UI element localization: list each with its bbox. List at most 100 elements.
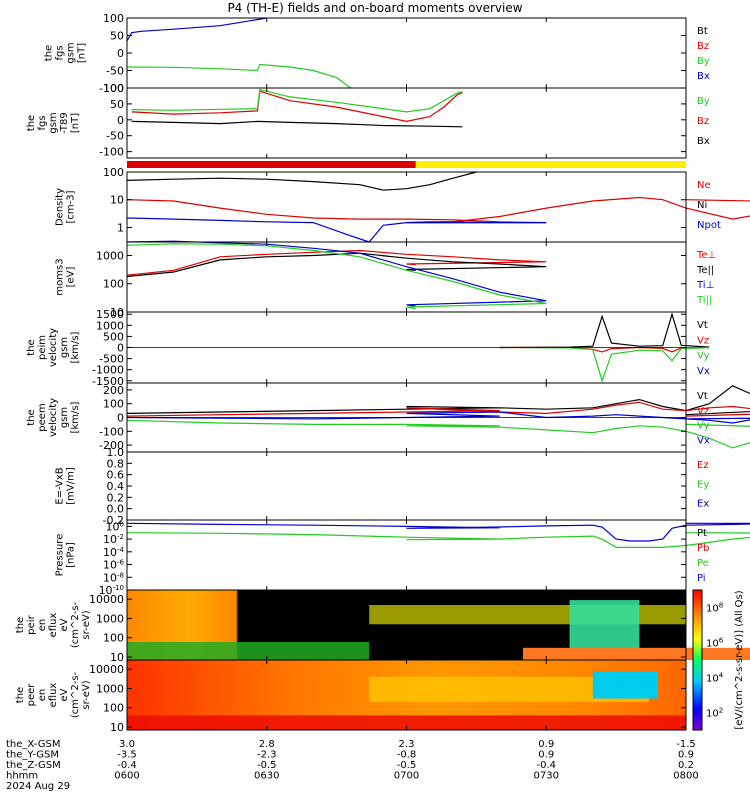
legend-entry: Bx	[697, 71, 710, 82]
y-tick-label: -200	[99, 439, 124, 452]
y-tick-label: 50	[110, 30, 124, 43]
y-axis-label: velocity	[48, 328, 59, 367]
y-tick-label: 0	[117, 47, 124, 60]
y-axis-label: [mV/m]	[66, 467, 77, 505]
footer-value: 0.2	[678, 760, 694, 771]
footer-value: -1.5	[676, 739, 696, 750]
y-tick-label: -0.2	[103, 514, 124, 527]
y-axis-label: velocity	[48, 398, 59, 437]
y-axis-label: Density	[55, 188, 66, 226]
peir-low-energy-band	[127, 642, 370, 660]
footer-row-label: the_Z-GSM	[6, 760, 61, 771]
y-axis-label: [nT]	[77, 43, 88, 63]
footer-row-label: the_X-GSM	[6, 739, 60, 750]
series-line	[126, 252, 547, 278]
y-axis-label: the	[44, 45, 55, 61]
y-axis-label: [km/s]	[70, 331, 81, 363]
legend-entry: Vt	[697, 391, 708, 402]
y-tick-label: 10-2	[103, 533, 124, 546]
series-line	[126, 171, 477, 191]
footer-row-label: the_Y-GSM	[6, 750, 59, 761]
y-axis-label: gsm	[59, 337, 70, 358]
y-tick-label: 0.8	[107, 457, 125, 470]
y-tick-label: -100	[99, 146, 124, 159]
series-line	[126, 17, 267, 42]
y-tick-label: 100	[103, 278, 124, 291]
y-axis-label: Pressure	[55, 534, 66, 577]
legend-entry: Vt	[697, 320, 708, 331]
y-tick-label: -100	[99, 425, 124, 438]
legend-entry: Npot	[697, 220, 721, 231]
legend-entry: Ne	[697, 180, 711, 191]
y-tick-label: 0.4	[107, 480, 125, 493]
legend-entry: Ti||	[696, 295, 712, 306]
y-axis-label: fgs	[37, 115, 48, 130]
colorbar-tick-label: 102	[706, 707, 723, 720]
series-line	[126, 385, 750, 416]
y-axis-label: gsm	[66, 42, 77, 63]
colorbar-tick-label: 104	[706, 672, 724, 685]
y-axis-label: the	[26, 409, 37, 425]
y-tick-label: -50	[106, 130, 124, 143]
legend-entry: Bx	[697, 136, 710, 147]
peer-cyan-burst	[592, 671, 659, 699]
y-tick-label: 10	[110, 721, 124, 734]
y-axis-label: the	[15, 687, 26, 703]
series-line	[126, 522, 750, 542]
y-tick-label: 200	[103, 384, 124, 397]
y-tick-label: -1500	[92, 375, 124, 388]
footer-date: 2024 Aug 29	[6, 781, 70, 792]
footer-value: -0.4	[117, 760, 137, 771]
y-tick-label: 0.6	[107, 469, 125, 482]
y-tick-label: 1000	[96, 682, 124, 695]
y-axis-label: eV	[59, 618, 70, 631]
series-line	[126, 249, 547, 276]
y-axis-label: the	[26, 115, 37, 131]
legend-entry: Te||	[696, 265, 714, 276]
y-tick-label: 100	[103, 82, 124, 95]
legend-entry: Ti⊥	[696, 280, 714, 291]
y-axis-label: peer	[26, 683, 37, 707]
panel-frame	[126, 241, 687, 313]
y-tick-label: 50	[110, 98, 124, 111]
y-axis-label: eflux	[48, 683, 59, 708]
footer-value: 0730	[534, 771, 559, 782]
plot-title: P4 (TH-E) fields and on-board moments ov…	[227, 1, 523, 15]
footer-value: -2.3	[257, 750, 277, 761]
panel-frame	[126, 17, 687, 89]
legend-entry: Vz	[697, 406, 709, 417]
series-line	[131, 90, 463, 123]
mode-bar-segment	[127, 161, 416, 168]
legend-entry: Vx	[697, 366, 710, 377]
y-tick-label: 1	[117, 221, 124, 234]
legend-entry: Te⊥	[696, 250, 716, 261]
y-tick-label: -1000	[92, 364, 124, 377]
y-tick-label: 1000	[96, 612, 124, 625]
y-axis-label: (cm^2-s-	[70, 601, 81, 648]
colorbar-tick-label: 108	[706, 602, 723, 615]
y-tick-label: 0.0	[107, 503, 125, 516]
y-tick-label: 1000	[96, 249, 124, 262]
y-axis-label: fgs	[55, 45, 66, 60]
footer-value: -0.5	[257, 760, 277, 771]
y-axis-label: sr-eV)	[81, 610, 92, 639]
y-tick-label: 100	[103, 166, 124, 179]
y-tick-label: 10	[110, 651, 124, 664]
footer-value: 0700	[394, 771, 419, 782]
footer-value: -3.5	[117, 750, 137, 761]
footer-value: 0.9	[678, 750, 694, 761]
y-axis-label: eV	[59, 688, 70, 701]
mode-bar-segment	[415, 161, 686, 168]
y-tick-label: 100	[106, 520, 124, 533]
colorbar	[692, 589, 703, 731]
legend-entry: Pe	[697, 558, 709, 569]
colorbar-label: [eV/(cm^2-s-sr-eV)] (All Qs)	[734, 590, 745, 729]
series-line	[126, 243, 547, 310]
y-tick-label: 0	[117, 412, 124, 425]
legend-entry: Pb	[697, 543, 709, 554]
legend-entry: Ey	[697, 479, 709, 490]
series-line	[131, 120, 463, 128]
legend-entry: By	[697, 96, 710, 107]
footer-value: 2.8	[259, 739, 275, 750]
y-axis-label: gsm	[59, 407, 70, 428]
